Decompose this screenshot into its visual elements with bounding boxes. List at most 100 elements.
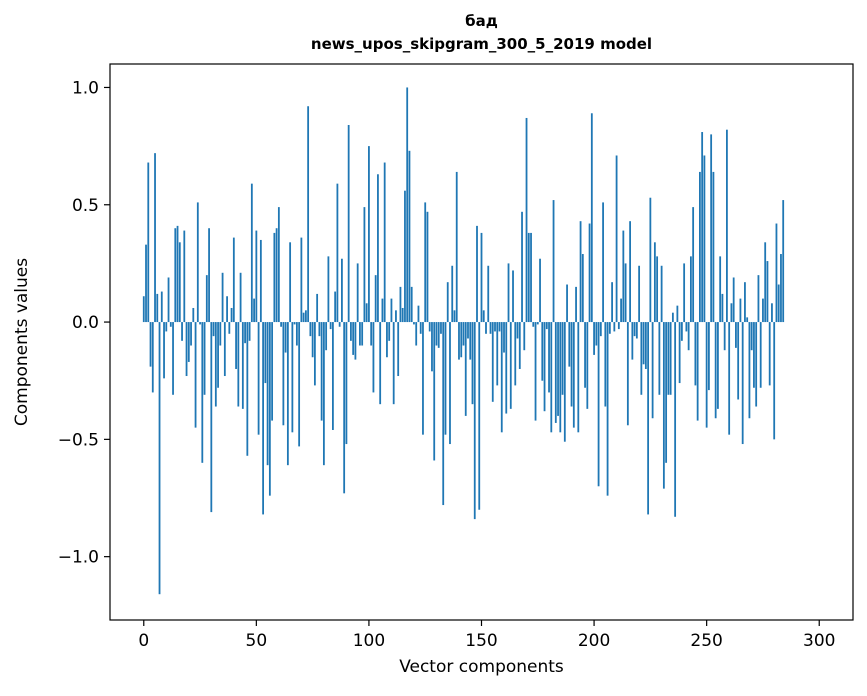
y-axis-label: Components values (12, 257, 32, 427)
bar (241, 322, 244, 409)
bar (705, 322, 708, 428)
bar (651, 322, 654, 419)
bar (176, 225, 179, 323)
bar (480, 232, 483, 323)
bar (201, 322, 204, 463)
bar (392, 322, 395, 405)
bar (615, 155, 618, 323)
bar (359, 322, 361, 346)
bar (593, 322, 595, 355)
bar (563, 322, 566, 442)
bar (426, 211, 429, 323)
bar (624, 263, 627, 323)
bar (460, 322, 463, 358)
bar (190, 322, 192, 346)
bar (503, 322, 505, 353)
bar (631, 322, 634, 360)
bar (440, 322, 442, 334)
bar (462, 322, 465, 346)
bar (683, 263, 686, 323)
bar (235, 322, 237, 369)
bar (169, 322, 172, 327)
chart-subtitle: news_upos_skipgram_300_5_2019 model (310, 35, 653, 53)
bar (271, 322, 274, 421)
bar (622, 230, 625, 323)
bar (678, 322, 681, 384)
bar (156, 293, 159, 323)
bar (334, 291, 337, 323)
bar (415, 322, 418, 346)
bar (181, 322, 183, 341)
bar (647, 322, 650, 515)
bar (361, 322, 364, 346)
bar (219, 322, 222, 346)
bar (343, 322, 346, 494)
bar (626, 322, 629, 426)
bar (473, 322, 476, 520)
bar (309, 322, 312, 337)
bar (210, 322, 213, 513)
bar (667, 322, 670, 395)
bar (755, 322, 758, 407)
bar (741, 322, 744, 445)
bar (780, 254, 782, 323)
bar (250, 183, 253, 323)
bar (262, 322, 264, 515)
bar (617, 322, 620, 330)
bar (446, 282, 449, 323)
bar (476, 225, 478, 323)
bar (239, 272, 242, 323)
bar (379, 322, 382, 405)
y-tick-label: 1.0 (72, 78, 99, 98)
bar (354, 322, 357, 360)
bar (302, 312, 305, 323)
bar (750, 322, 753, 351)
bar (212, 322, 215, 337)
bar (523, 322, 526, 351)
bar (768, 322, 771, 386)
bar (498, 322, 501, 332)
bar (613, 322, 616, 332)
bar (732, 277, 735, 323)
bar (566, 284, 568, 323)
bar (300, 237, 303, 323)
bar (570, 322, 573, 407)
bar (744, 282, 746, 323)
bar (507, 263, 510, 323)
bar (160, 291, 163, 323)
bar (712, 171, 715, 323)
bar (759, 322, 762, 388)
x-tick-label: 150 (465, 631, 497, 651)
bar (485, 322, 487, 334)
bar (199, 322, 201, 325)
bar (500, 322, 503, 433)
bar (266, 322, 269, 466)
bar (676, 305, 679, 323)
bar (611, 282, 613, 323)
bar (259, 239, 262, 323)
bar (534, 322, 537, 421)
bar (428, 322, 431, 332)
bar (757, 275, 760, 323)
bar (401, 307, 404, 323)
bar (467, 322, 469, 339)
bar (253, 298, 255, 323)
bar (390, 298, 393, 323)
bar (505, 322, 508, 414)
bar (345, 322, 348, 445)
bar (370, 322, 373, 346)
bar (433, 322, 436, 461)
bar (295, 322, 298, 346)
bar (280, 322, 283, 327)
bar (273, 232, 276, 323)
bar (674, 322, 677, 517)
bar (586, 322, 589, 409)
bar (764, 242, 767, 323)
bar (286, 322, 289, 466)
bar (192, 307, 195, 323)
bar (374, 275, 377, 323)
bar (320, 322, 323, 421)
bar (194, 322, 197, 428)
bar (746, 317, 749, 323)
